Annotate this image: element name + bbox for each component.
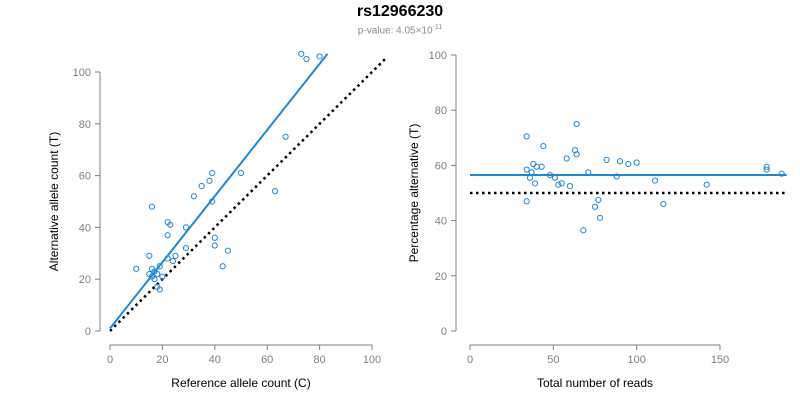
data-point: [660, 200, 667, 208]
data-point: [703, 181, 710, 188]
y-tick-label: 40: [79, 222, 91, 234]
data-point: [531, 180, 539, 187]
x-axis-label: Total number of reads: [537, 376, 653, 390]
x-tick-label: 60: [261, 354, 273, 366]
y-tick-label: 20: [79, 274, 91, 286]
y-tick-label: 60: [435, 160, 447, 172]
y-tick-label: 100: [73, 67, 91, 79]
data-point: [209, 198, 216, 205]
left-scatter-panel: 0 20 40 60 80 100 0 20 40 60 80 100 Reference allele…: [47, 50, 386, 390]
data-point: [591, 203, 599, 210]
data-point: [573, 120, 580, 128]
data-point: [167, 221, 174, 228]
data-point: [316, 53, 323, 60]
data-point: [198, 182, 205, 190]
x-tick-label: 150: [711, 354, 729, 366]
y-tick-label: 60: [79, 171, 91, 183]
data-point: [555, 181, 562, 188]
p-value-exponent: -11: [432, 24, 443, 31]
data-point: [271, 188, 279, 195]
data-point: [224, 247, 231, 254]
data-point: [209, 169, 216, 177]
y-axis-label: Alternative allele count (T): [47, 132, 61, 271]
data-point: [566, 183, 574, 190]
data-point: [763, 166, 770, 173]
data-point: [156, 286, 163, 293]
x-tick-label: 80: [313, 354, 325, 366]
data-point: [206, 177, 213, 184]
x-tick-label: 0: [107, 354, 113, 366]
data-point: [282, 133, 289, 140]
data-point: [595, 196, 602, 203]
data-point: [164, 255, 171, 262]
y-tick-label: 20: [435, 271, 447, 283]
x-tick-label: 20: [156, 354, 168, 366]
data-point: [526, 174, 534, 181]
data-point: [182, 224, 190, 231]
right-scatter-panel: 0 50 100 150 0 20 40 60 80 100 Total number of rea…: [407, 50, 787, 390]
data-point: [633, 159, 640, 166]
data-point: [151, 276, 158, 283]
x-tick-label: 0: [467, 354, 473, 366]
data-point: [616, 158, 624, 165]
data-point: [164, 232, 171, 239]
data-point: [303, 55, 310, 63]
y-tick-label: 100: [429, 50, 447, 62]
chart-title: rs12966230: [356, 3, 444, 20]
x-tick-label: 40: [209, 354, 221, 366]
data-point: [528, 169, 535, 176]
data-point: [148, 203, 156, 210]
data-point: [523, 198, 530, 205]
data-point: [533, 163, 540, 170]
data-point: [563, 155, 570, 162]
data-point: [558, 180, 565, 187]
data-point: [613, 173, 620, 180]
data-point: [538, 163, 545, 170]
data-point: [625, 160, 632, 168]
data-point: [133, 265, 140, 272]
y-tick-label: 0: [85, 326, 91, 338]
data-point: [778, 170, 785, 177]
x-tick-label: 100: [363, 354, 381, 366]
y-tick-label: 0: [441, 326, 447, 338]
data-point: [530, 160, 537, 168]
y-tick-label: 80: [79, 119, 91, 131]
y-tick-label: 80: [435, 105, 447, 117]
p-value-text: p-value: 4.05×10: [357, 25, 433, 37]
data-point: [580, 227, 587, 234]
data-point: [585, 169, 592, 176]
data-point: [154, 270, 161, 278]
data-point: [573, 151, 580, 158]
data-point: [159, 273, 166, 280]
x-tick-label: 100: [627, 354, 645, 366]
reference-line: [109, 58, 386, 332]
data-point: [172, 252, 179, 259]
data-point: [211, 242, 218, 249]
data-point: [763, 163, 770, 170]
data-point: [182, 245, 190, 252]
data-point: [551, 174, 559, 181]
x-tick-label: 50: [547, 354, 559, 366]
data-point: [596, 214, 604, 221]
data-point: [219, 263, 226, 270]
fit-line: [109, 53, 329, 330]
data-point: [156, 263, 163, 270]
data-point: [546, 171, 554, 179]
data-point: [603, 156, 610, 163]
y-tick-label: 40: [435, 216, 447, 228]
data-point: [298, 50, 305, 57]
data-point: [169, 257, 176, 265]
data-point: [146, 252, 153, 259]
data-point: [211, 234, 218, 241]
data-point: [523, 166, 530, 173]
data-point: [237, 169, 245, 177]
x-axis-label: Reference allele count (C): [171, 376, 310, 390]
data-point: [190, 193, 197, 200]
y-axis-label: Percentage alternative (T): [407, 124, 421, 263]
data-point: [651, 177, 659, 184]
p-value-subtitle: p-value: 4.05×10-11: [0, 24, 800, 36]
data-point: [540, 142, 547, 150]
data-point: [523, 133, 530, 140]
